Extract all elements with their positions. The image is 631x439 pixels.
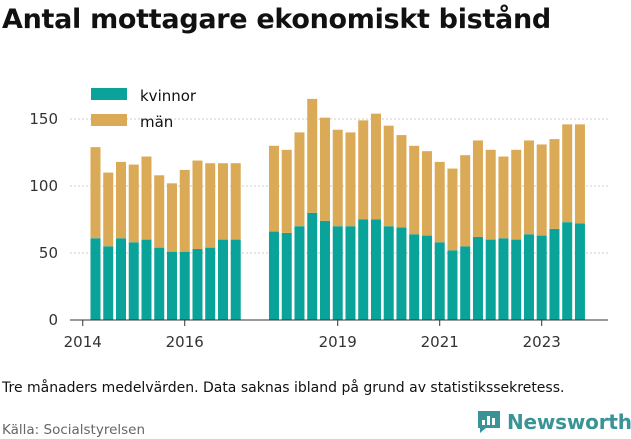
bar-man xyxy=(128,164,139,243)
bar-man xyxy=(154,175,165,248)
bar-man xyxy=(166,183,177,252)
bar-man xyxy=(447,168,458,251)
bar-kvinnor xyxy=(166,251,177,320)
bar-kvinnor xyxy=(345,226,356,320)
bar-man xyxy=(358,120,369,220)
legend-swatch-man xyxy=(91,114,127,126)
bar-man xyxy=(421,151,432,236)
bar-man xyxy=(460,155,471,247)
bar-kvinnor xyxy=(460,246,471,320)
bar-man xyxy=(370,113,381,220)
bar-man xyxy=(332,129,343,227)
legend-label-kvinnor: kvinnor xyxy=(140,87,197,105)
bar-man xyxy=(409,145,420,235)
bar-kvinnor xyxy=(103,246,114,320)
bar-man xyxy=(294,132,305,227)
bar-kvinnor xyxy=(383,226,394,320)
bar-kvinnor xyxy=(396,227,407,320)
bar-kvinnor xyxy=(434,242,445,320)
bar-kvinnor xyxy=(115,238,126,320)
bars xyxy=(90,98,585,320)
bar-kvinnor xyxy=(447,250,458,320)
bar-man xyxy=(141,156,152,240)
x-tick-label: 2019 xyxy=(319,333,357,351)
y-axis-ticks: 0 50 100 150 xyxy=(29,110,58,329)
chart-note: Tre månaders medelvärden. Data saknas ib… xyxy=(2,380,565,396)
bar-kvinnor xyxy=(205,247,216,320)
legend-label-man: män xyxy=(140,113,173,131)
x-tick-label: 2023 xyxy=(523,333,561,351)
legend-swatch-kvinnor xyxy=(91,88,127,100)
source-label: Källa: Socialstyrelsen xyxy=(2,422,146,438)
bar-man xyxy=(281,149,292,233)
bar-man xyxy=(536,144,547,236)
bar-man xyxy=(549,139,560,229)
bar-kvinnor xyxy=(141,239,152,320)
bar-man xyxy=(574,124,585,224)
brand-name: Newsworthy xyxy=(507,410,631,434)
bar-kvinnor xyxy=(421,235,432,320)
bar-man xyxy=(523,140,534,235)
newsworthy-logo-icon xyxy=(478,411,500,433)
bar-kvinnor xyxy=(154,247,165,320)
x-tick-label: 2016 xyxy=(166,333,204,351)
bar-kvinnor xyxy=(307,212,318,320)
bar-man xyxy=(396,135,407,228)
bar-man xyxy=(217,163,228,240)
bar-man xyxy=(319,117,330,221)
bar-kvinnor xyxy=(230,239,241,320)
bar-man xyxy=(434,161,445,243)
bar-kvinnor xyxy=(370,219,381,320)
bar-man xyxy=(90,147,101,239)
bar-kvinnor xyxy=(549,228,560,320)
bar-man xyxy=(115,161,126,239)
bar-man xyxy=(307,98,318,213)
page-title: Antal mottagare ekonomiskt bistånd xyxy=(2,4,551,35)
bar-man xyxy=(485,149,496,240)
bar-kvinnor xyxy=(294,226,305,320)
bar-kvinnor xyxy=(472,236,483,320)
bar-kvinnor xyxy=(358,219,369,320)
bar-man xyxy=(268,145,279,232)
y-tick-label: 50 xyxy=(39,244,58,262)
bar-man xyxy=(562,124,573,223)
bar-kvinnor xyxy=(332,226,343,320)
bar-kvinnor xyxy=(536,235,547,320)
x-tick-label: 2014 xyxy=(64,333,102,351)
bar-man xyxy=(179,169,190,252)
bar-kvinnor xyxy=(281,232,292,320)
bar-kvinnor xyxy=(268,231,279,320)
bar-kvinnor xyxy=(179,251,190,320)
bar-kvinnor xyxy=(90,238,101,320)
bar-man xyxy=(472,140,483,237)
bar-kvinnor xyxy=(511,239,522,320)
y-tick-label: 100 xyxy=(29,177,58,195)
bar-man xyxy=(192,160,203,249)
bar-man xyxy=(498,156,509,239)
bar-kvinnor xyxy=(485,239,496,320)
legend: kvinnor män xyxy=(91,87,197,131)
bar-kvinnor xyxy=(128,242,139,320)
bar-man xyxy=(205,163,216,248)
bar-kvinnor xyxy=(217,239,228,320)
bar-kvinnor xyxy=(319,220,330,320)
bar-kvinnor xyxy=(192,248,203,320)
bar-kvinnor xyxy=(523,234,534,320)
y-tick-label: 150 xyxy=(29,110,58,128)
bar-man xyxy=(345,132,356,227)
bar-kvinnor xyxy=(562,222,573,320)
bar-man xyxy=(511,149,522,240)
y-tick-label: 0 xyxy=(48,311,58,329)
bar-kvinnor xyxy=(498,238,509,320)
bar-kvinnor xyxy=(409,234,420,320)
bar-man xyxy=(383,125,394,227)
stacked-bar-chart: 0 50 100 150 2014 2016 2019 2021 2023 kvinnor m… xyxy=(29,87,608,351)
bar-man xyxy=(103,172,114,247)
bar-kvinnor xyxy=(574,223,585,320)
brand-logo: Newsworthy xyxy=(476,409,631,435)
x-axis: 2014 2016 2019 2021 2023 xyxy=(64,319,608,351)
x-tick-label: 2021 xyxy=(421,333,459,351)
bar-man xyxy=(230,163,241,240)
